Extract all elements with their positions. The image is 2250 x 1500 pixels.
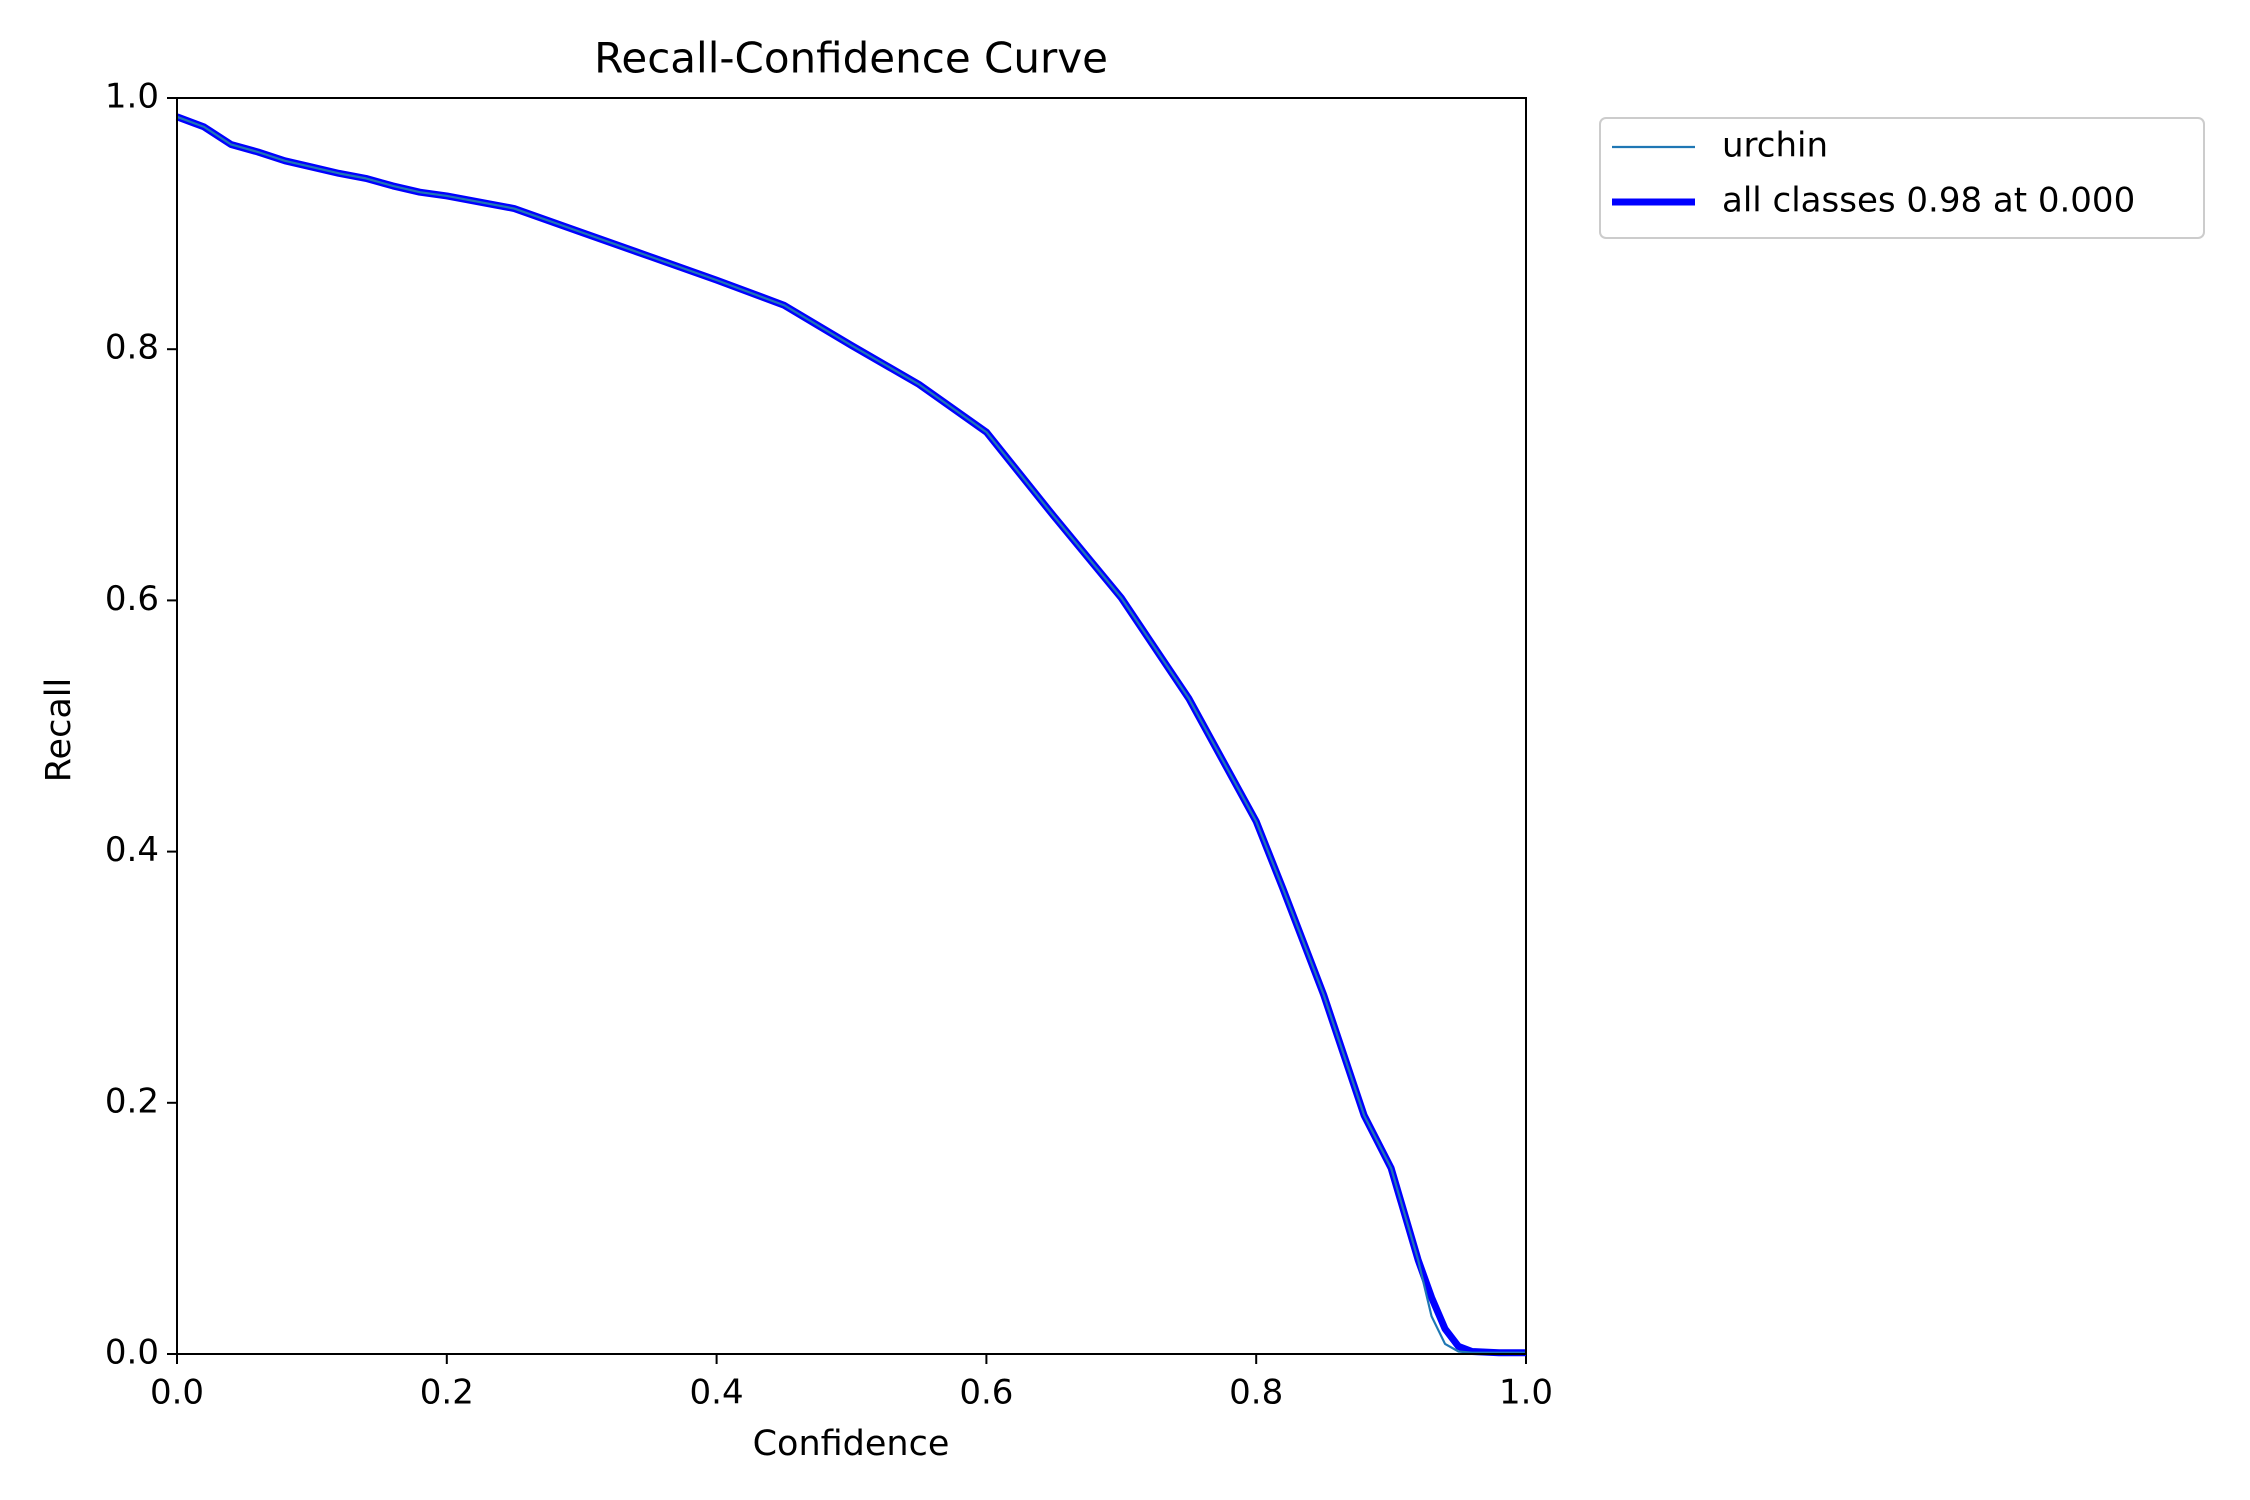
x-tick-label: 0.6: [959, 1373, 1013, 1413]
legend-label: urchin: [1722, 126, 1828, 166]
chart-title: Recall-Confidence Curve: [594, 34, 1108, 83]
x-tick-label: 0.2: [420, 1373, 474, 1413]
y-tick-label: 0.0: [105, 1333, 159, 1373]
y-tick-label: 0.8: [105, 328, 159, 368]
legend-box: [1599, 117, 2205, 239]
x-tick-label: 0.4: [690, 1373, 744, 1413]
y-tick-label: 0.2: [105, 1081, 159, 1121]
x-tick-label: 0.0: [150, 1373, 204, 1413]
y-tick-label: 0.4: [105, 830, 159, 870]
x-tick-label: 1.0: [1499, 1373, 1553, 1413]
legend-label: all classes 0.98 at 0.000: [1722, 181, 2135, 221]
y-tick-label: 1.0: [105, 77, 159, 117]
y-tick-label: 0.6: [105, 579, 159, 619]
x-tick-label: 0.8: [1229, 1373, 1283, 1413]
x-axis-label: Confidence: [753, 1424, 950, 1464]
y-axis-label: Recall: [39, 678, 79, 782]
plot-frame: [176, 97, 1527, 1355]
series-line: [176, 115, 1526, 1354]
